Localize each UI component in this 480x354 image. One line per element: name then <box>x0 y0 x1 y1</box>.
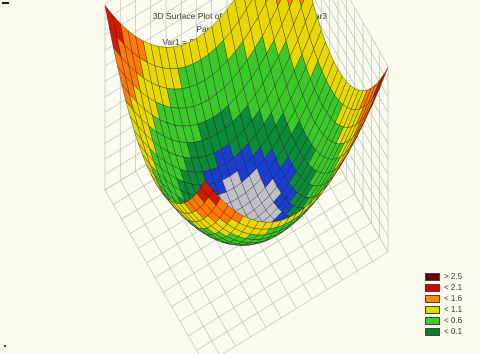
legend-swatch <box>425 327 440 336</box>
legend-swatch <box>425 316 440 325</box>
grid-line <box>349 0 389 67</box>
corner-mark <box>2 2 9 4</box>
legend-swatch <box>425 294 440 303</box>
grid-line <box>104 0 138 20</box>
grid-line <box>104 0 163 36</box>
legend-swatch <box>425 305 440 314</box>
grid-line <box>196 237 380 351</box>
paraboloid-surface <box>104 0 389 246</box>
legend-label: > 2.5 <box>444 272 463 281</box>
legend-label: < 2.1 <box>444 283 463 292</box>
legend-swatch <box>425 283 440 292</box>
legend-label: < 1.6 <box>444 294 463 303</box>
legend-swatch <box>425 272 440 281</box>
legend-item: < 1.6 <box>425 293 462 304</box>
corner-dot <box>4 345 6 347</box>
legend-label: < 1.1 <box>444 305 463 314</box>
legend-item: < 0.1 <box>425 326 462 337</box>
grid-line <box>222 251 389 354</box>
legend-item: < 1.1 <box>425 304 462 315</box>
legend-label: < 0.1 <box>444 327 463 336</box>
grid-line <box>104 0 188 51</box>
grid-line <box>332 0 389 98</box>
legend-item: > 2.5 <box>425 271 462 282</box>
legend-item: < 2.1 <box>425 282 462 293</box>
surface-cell <box>200 180 213 198</box>
legend-label: < 0.6 <box>444 316 463 325</box>
grid-line <box>341 0 389 82</box>
legend-item: < 0.6 <box>425 315 462 326</box>
legend: > 2.5 < 2.1 < 1.6 < 1.1 < 0.6 < 0.1 <box>425 271 462 337</box>
